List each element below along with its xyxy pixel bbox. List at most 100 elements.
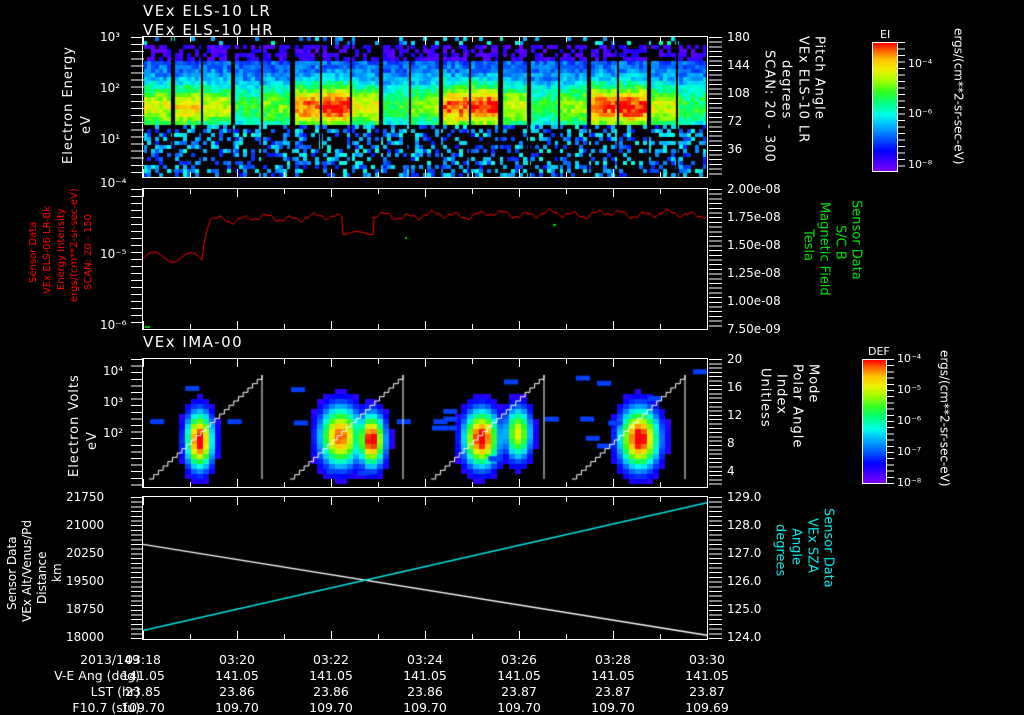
panel3-colorbar-tick-4: 10⁻⁸ [897,476,922,489]
panel1-colorbar-tick-2: 10⁻⁸ [908,158,933,171]
panel4-right-label-units: degrees [772,524,788,577]
panel2-xtick [472,324,473,329]
panel2-left-label-line-4: SCAN: 20 - 150 [83,214,94,290]
panel3-y2tick-1: 16 [727,380,743,394]
panel4-ytick-4: 18750 [66,602,105,616]
bottom-table-lst-1: 23.86 [219,684,255,699]
panel4-xtick [707,497,708,505]
panel3-xtick [613,479,614,487]
panel4-ytick-2: 20250 [66,546,105,560]
panel2-ytick-0: 10⁻⁴ [100,176,127,190]
panel2-xtick [331,189,332,197]
panel3-xtick [190,359,191,364]
panel2-ytick-2: 10⁻⁶ [100,318,127,332]
panel4-left-label-line-2: Distance [35,551,49,604]
panel4-right-label-line-2: Angle [788,528,804,565]
panel4-right-label-line-0: Sensor Data [820,508,836,588]
panel4-xtick [331,631,332,639]
panel3-xtick [566,482,567,487]
panel2-left-label-line-2: Energy Intensity [56,208,67,290]
panel1-xtick [566,172,567,177]
bottom-table-lst-5: 23.87 [595,684,631,699]
panel1-colorbar-tick-0: 10⁻⁴ [908,57,933,70]
bottom-table-time-3: 03:24 [406,652,444,667]
panel4-xtick [566,497,567,502]
panel3-colorbar-tick-3: 10⁻⁷ [897,445,922,458]
bottom-table-ve-ang-2: 141.05 [309,668,353,683]
bottom-table-ve-ang-1: 141.05 [215,668,259,683]
panel3-xtick [237,479,238,487]
panel2-y2tick-4: 1.00e-08 [727,294,781,308]
panel2-xtick [143,321,144,329]
panel1-left-axis-units: eV [79,115,94,134]
panel3-xtick [472,482,473,487]
panel1-y2tick-2: 108 [727,86,750,100]
panel2-left-label-line-0: Sensor Data [28,221,39,283]
panel1-xtick [143,37,144,45]
panel2-left-label-line-1: VEx ELS-06 LR-Bk [42,205,53,294]
panel3-ytick-2: 10² [103,426,124,440]
bottom-table-row-label-1: LST (hr) [90,684,140,699]
panel3-ytick-0: 10⁴ [103,364,124,378]
panel3-right-axis-label-1: Mode [805,364,821,404]
panel2-y2tick-2: 1.50e-08 [727,238,781,252]
panel3-xtick [378,482,379,487]
panel4-xtick [284,497,285,502]
panel3-xtick [519,359,520,367]
panel4-xtick [190,497,191,502]
panel4-xtick [331,497,332,505]
panel3-xtick [143,359,144,367]
panel2-xtick [237,189,238,197]
panel2-y2tick-5: 7.50e-09 [727,322,781,336]
panel3-xtick [190,482,191,487]
panel1-ytick-1: 10² [100,81,121,95]
panel4-ytick-0: 21750 [66,490,105,504]
panel1-xtick [237,37,238,45]
panel3-xtick [378,359,379,364]
panel1-xtick [707,169,708,177]
panel1-colorbar-name: EI [880,28,891,41]
panel1-xtick [331,37,332,45]
panel2-xtick [378,189,379,194]
panel3-title: VEx IMA-00 [143,333,244,351]
bottom-table-lst-4: 23.87 [501,684,537,699]
panel2-xtick [190,189,191,194]
panel1-xtick [613,169,614,177]
panel3-right-axis-label-3: Index [773,374,789,415]
panel3-xtick [707,479,708,487]
panel2-y2tick-0: 2.00e-08 [727,182,781,196]
panel1-y2tick-3: 72 [727,114,743,128]
panel3-y2tick-3: 8 [727,436,735,450]
panel2-xtick [331,321,332,329]
panel2-xtick [566,324,567,329]
panel3-left-axis-units: eV [85,431,100,450]
panel3-xtick [613,359,614,367]
panel4-left-label-line-1: VEx Alt/Venus/Pd [20,519,34,622]
panel4-xtick [613,631,614,639]
panel3-colorbar-units: ergs/(cm**2-sr-sec-eV) [937,350,952,487]
panel4-xtick [613,497,614,505]
panel1-right-axis-label-1: Pitch Angle [811,36,827,120]
panel2-left-minor-ticks [131,189,143,329]
panel3-colorbar-tick-2: 10⁻⁶ [897,414,922,427]
panel3-left-axis-label: Electron Volts [67,374,82,477]
panel1-xtick [566,37,567,42]
panel3-xtick [284,482,285,487]
panel3-xtick [566,359,567,364]
panel1-y2tick-4: 36 [727,142,743,156]
panel1-right-minor-ticks [709,37,722,177]
panel3-xtick [519,479,520,487]
panel1-colorbar-units: ergs/(cm**2-sr-sec-eV) [951,28,966,165]
bottom-table-ve-ang-5: 141.05 [591,668,635,683]
panel3-xtick [331,479,332,487]
panel1-xtick [519,169,520,177]
panel1-xtick [707,37,708,45]
panel3-xtick [660,359,661,364]
bottom-table-time-0: 03:18 [124,652,162,667]
panel4-y2tick-3: 126.0 [727,574,762,588]
panel4-xtick [237,497,238,505]
panel4-xtick [472,634,473,639]
panel4-y2tick-0: 129.0 [727,490,762,504]
bottom-table-ve-ang-3: 141.05 [403,668,447,683]
